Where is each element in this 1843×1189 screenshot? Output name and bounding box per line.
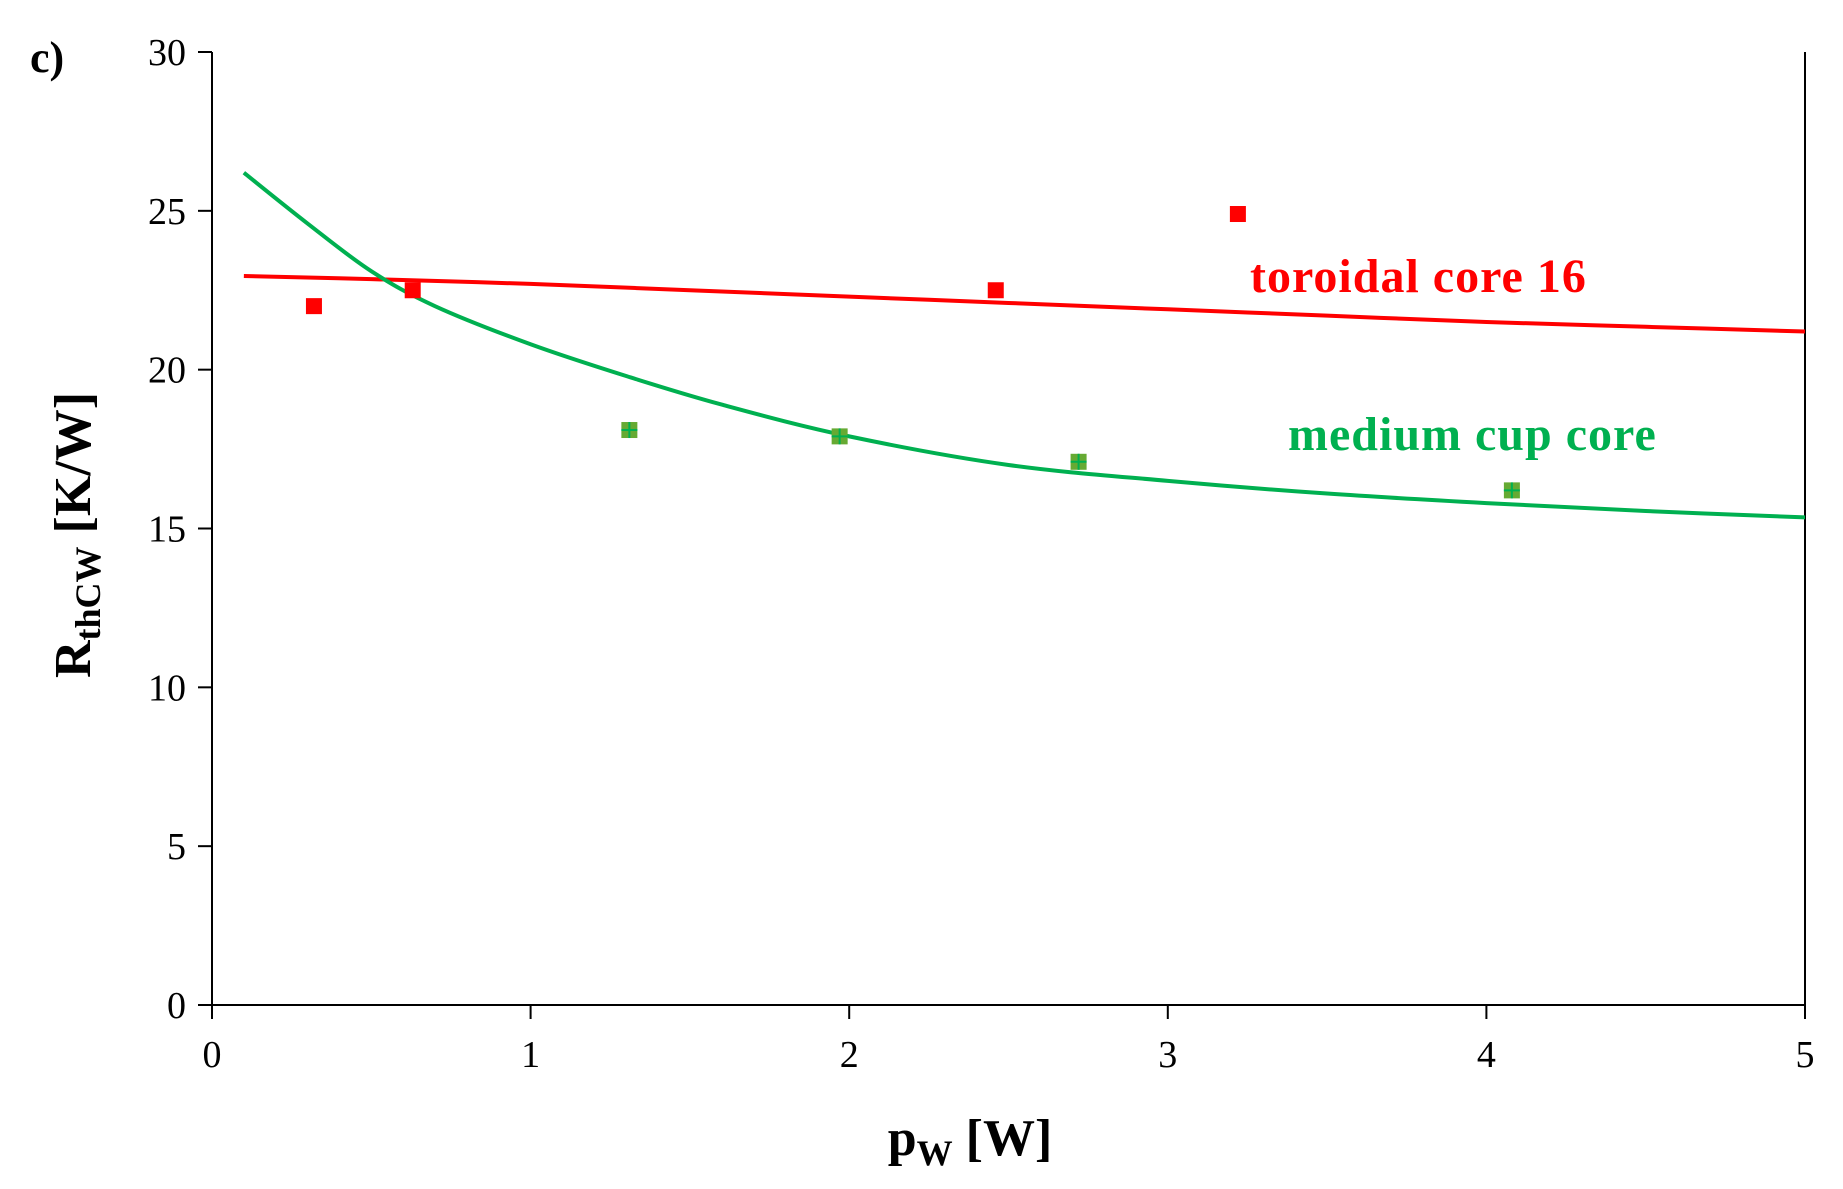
x-tick-label-4: 4 — [1477, 1034, 1496, 1076]
y-axis-title-main: R — [45, 639, 102, 678]
x-axis-title-main: p — [888, 1110, 917, 1167]
fit-line-1 — [242, 171, 1806, 520]
y-axis-title-sub: thCW — [68, 546, 108, 640]
data-point-0-3 — [1229, 206, 1246, 223]
series-label-toroidal-core-16: toroidal core 16 — [1250, 250, 1587, 303]
x-axis-title-unit: [W] — [953, 1110, 1053, 1167]
x-tick-label-2: 2 — [840, 1034, 859, 1076]
y-tick-label-20: 20 — [148, 350, 186, 392]
y-tick-label-0: 0 — [167, 985, 186, 1027]
y-tick-label-30: 30 — [148, 32, 186, 74]
fit-lines — [242, 171, 1806, 520]
panel-label: c) — [30, 33, 64, 82]
y-axis-title: RthCW [K/W] — [45, 392, 108, 678]
x-tick-label-5: 5 — [1796, 1034, 1815, 1076]
y-tick-label-5: 5 — [167, 826, 186, 868]
x-tick-label-0: 0 — [203, 1034, 222, 1076]
y-axis-title-unit: [K/W] — [45, 392, 102, 547]
series-label-medium-cup-core: medium cup core — [1288, 408, 1657, 461]
y-tick-label-15: 15 — [148, 509, 186, 551]
x-axis-title: pW [W] — [888, 1110, 1053, 1173]
axes: 0 5 10 15 20 25 30 0 1 2 3 4 5 — [148, 32, 1815, 1076]
x-tick-label-1: 1 — [521, 1034, 540, 1076]
fit-line-0 — [243, 273, 1806, 334]
data-points — [305, 206, 1520, 499]
x-axis-title-sub: W — [917, 1133, 953, 1173]
data-point-0-2 — [987, 282, 1004, 299]
data-point-0-1 — [404, 282, 421, 299]
data-point-0-0 — [305, 298, 322, 315]
x-tick-label-3: 3 — [1158, 1034, 1177, 1076]
y-tick-label-10: 10 — [148, 667, 186, 709]
y-tick-label-25: 25 — [148, 191, 186, 233]
